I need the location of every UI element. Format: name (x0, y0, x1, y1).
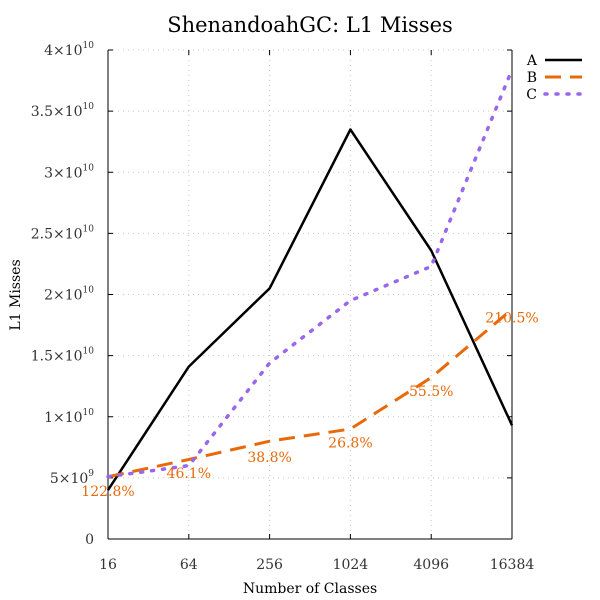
chart-title: ShenandoahGC: L1 Misses (167, 13, 453, 37)
x-tick-label: 64 (180, 557, 198, 573)
y-tick-label: 2.5×1010 (31, 224, 95, 242)
y-tick-mantissa: 0 (85, 532, 94, 548)
y-tick-label: 1×1010 (44, 408, 94, 426)
y-tick-label: 4×1010 (44, 41, 94, 59)
y-tick-label: 3×1010 (44, 163, 94, 181)
legend: ABC (526, 53, 584, 103)
x-tick-labels: 16 64 256 1024 4096 16384 (99, 557, 534, 573)
data-annotation: 46.1% (167, 466, 211, 482)
y-tick-label: 2×1010 (44, 286, 94, 304)
series-lines (106, 67, 514, 491)
y-tick-label: 5×109 (50, 469, 94, 487)
y-tick-mantissa: 1.5×10 (31, 349, 83, 365)
y-tick-mantissa: 2.5×10 (31, 226, 83, 242)
annotations: 122.8% 46.1% 38.8% 26.8% 55.5% 210.5% (81, 311, 538, 501)
data-annotation: 38.8% (247, 450, 291, 466)
legend-label-c: C (526, 87, 537, 103)
data-annotation: 26.8% (328, 435, 372, 451)
x-tick-label: 16 (99, 557, 117, 573)
y-tick-exponent: 10 (83, 102, 95, 112)
y-tick-label: 3.5×1010 (31, 102, 95, 120)
data-annotation: 122.8% (81, 484, 134, 500)
series-line-a (106, 128, 514, 491)
axes (107, 49, 513, 540)
x-axis-label: Number of Classes (243, 581, 377, 597)
data-annotation: 55.5% (409, 384, 453, 400)
series-line-c (106, 67, 514, 479)
y-tick-label: 1.5×1010 (31, 347, 95, 365)
y-tick-mantissa: 2×10 (44, 288, 82, 304)
legend-label-b: B (527, 70, 537, 86)
y-tick-mantissa: 4×10 (44, 43, 82, 59)
legend-label-a: A (526, 53, 538, 69)
y-tick-mantissa: 3.5×10 (31, 104, 83, 120)
x-tick-label: 16384 (490, 557, 535, 573)
x-tick-label: 1024 (333, 557, 369, 573)
y-tick-exponent: 10 (83, 286, 95, 296)
y-tick-mantissa: 1×10 (44, 410, 82, 426)
y-tick-mantissa: 5×10 (50, 471, 88, 487)
data-annotation: 210.5% (485, 311, 538, 327)
y-tick-exponent: 10 (83, 41, 95, 51)
y-tick-exponent: 10 (83, 347, 95, 357)
y-tick-exponent: 10 (83, 408, 95, 418)
x-tick-label: 256 (256, 557, 283, 573)
y-tick-label: 0 (85, 532, 94, 548)
series-line-b (107, 308, 513, 479)
x-tick-label: 4096 (413, 557, 449, 573)
y-tick-exponent: 10 (83, 163, 95, 173)
y-tick-exponent: 10 (83, 224, 95, 234)
y-tick-labels: 05×1091×10101.5×10102×10102.5×10103×1010… (31, 41, 95, 548)
y-tick-exponent: 9 (88, 469, 94, 479)
y-axis-label: L1 Misses (8, 259, 24, 330)
y-tick-mantissa: 3×10 (44, 165, 82, 181)
